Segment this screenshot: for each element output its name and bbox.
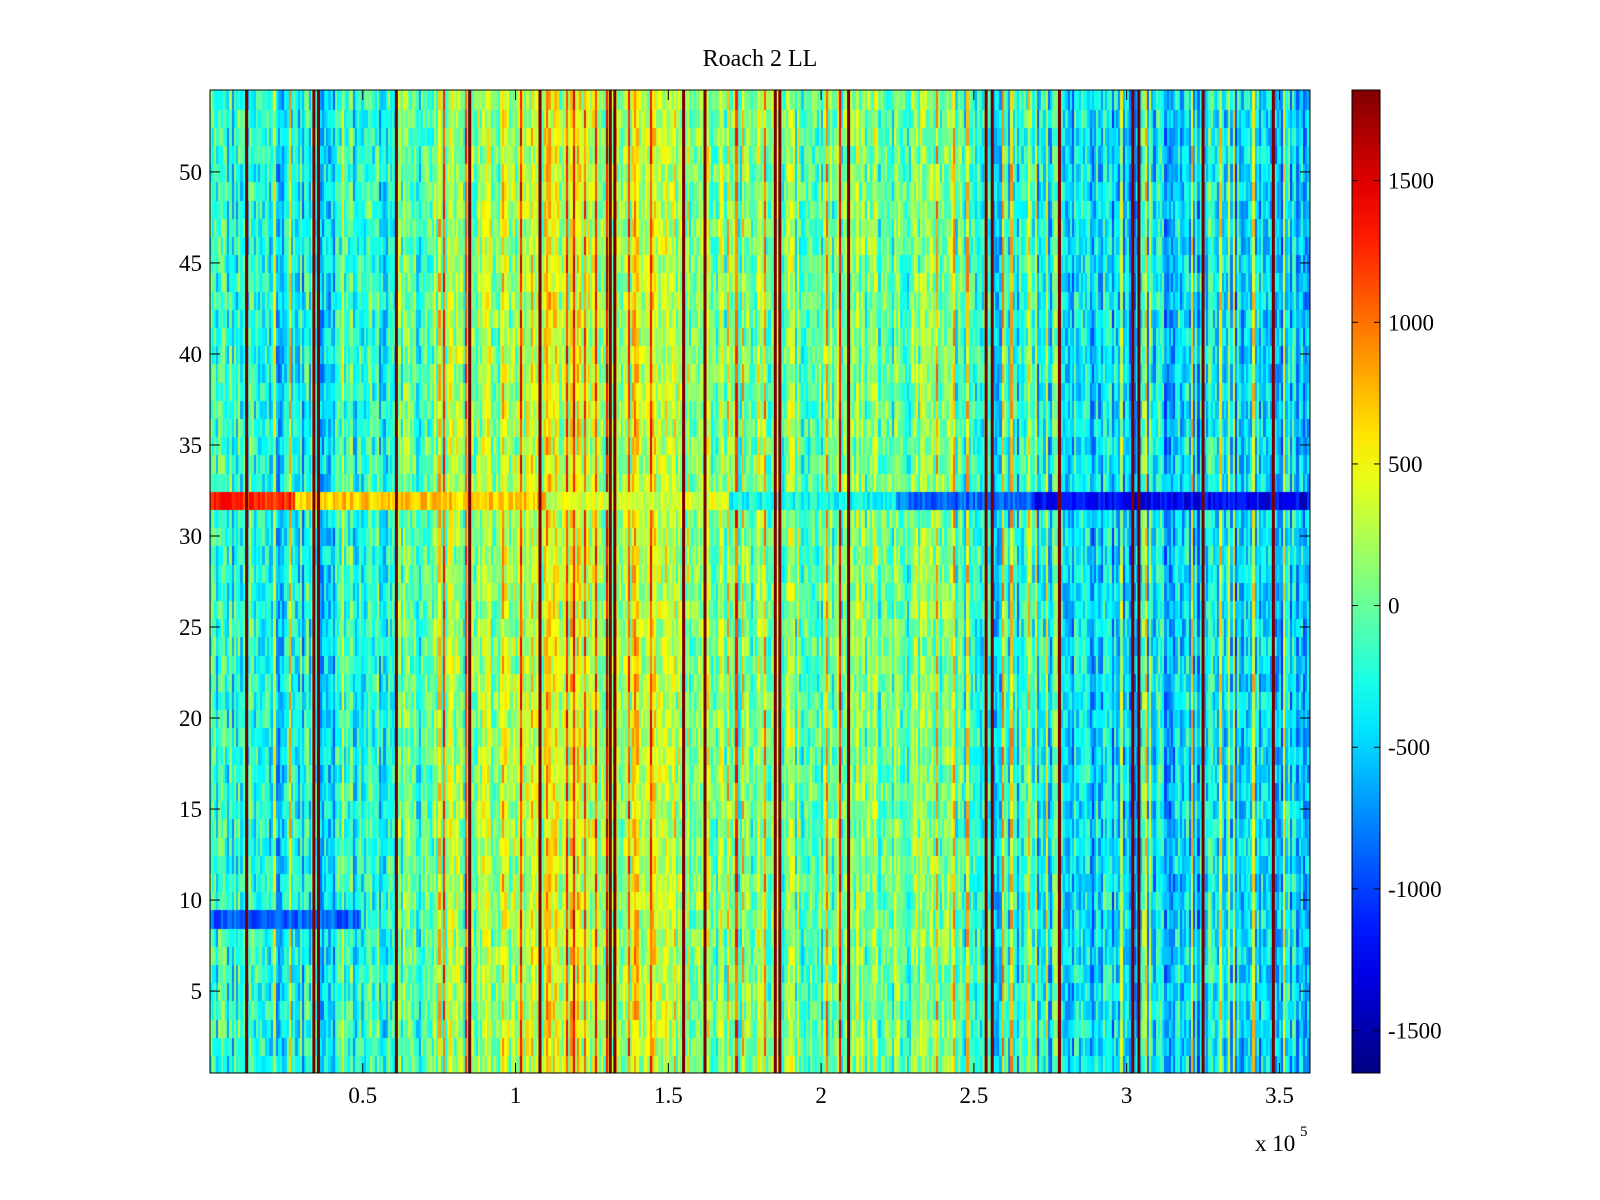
x-axis-exponent: x 10 5 <box>1255 1124 1308 1156</box>
x-tick-label: 1.5 <box>654 1083 683 1108</box>
y-tick-label: 25 <box>179 615 202 640</box>
y-tick-label: 5 <box>191 979 203 1004</box>
colorbar-tick-label: 500 <box>1388 452 1423 477</box>
x-tick-label: 2.5 <box>960 1083 989 1108</box>
colorbar-tick-label: 1500 <box>1388 169 1434 194</box>
x-tick-label: 1 <box>510 1083 522 1108</box>
heatmap-plot-area[interactable] <box>210 90 1310 1073</box>
plot-frame <box>209 89 1311 1074</box>
y-tick-label: 40 <box>179 342 202 367</box>
y-tick-label: 50 <box>179 160 202 185</box>
y-tick-label: 35 <box>179 433 202 458</box>
y-tick-label: 30 <box>179 524 202 549</box>
colorbar-tick-label: 0 <box>1388 594 1400 619</box>
x-tick-label: 3.5 <box>1265 1083 1294 1108</box>
y-tick-label: 10 <box>179 888 202 913</box>
x-tick-label: 3 <box>1121 1083 1133 1108</box>
x-tick-label: 2 <box>815 1083 827 1108</box>
colorbar-tick-label: 1000 <box>1388 310 1434 335</box>
x-tick-label: 0.5 <box>348 1083 377 1108</box>
x-axis-exponent-power: 5 <box>1300 1124 1308 1140</box>
x-axis-exponent-base: x 10 <box>1255 1131 1295 1156</box>
chart-title: Roach 2 LL <box>703 46 818 72</box>
y-tick-label: 15 <box>179 797 202 822</box>
y-tick-label: 20 <box>179 706 202 731</box>
y-tick-label: 45 <box>179 251 202 276</box>
colorbar-gradient <box>1352 90 1380 1073</box>
colorbar-tick-label: -1000 <box>1388 877 1442 902</box>
colorbar: -1500 -1000 -500 0 500 1000 1500 <box>1351 89 1442 1074</box>
colorbar-frame <box>1351 89 1381 1074</box>
colorbar-tick-label: -500 <box>1388 735 1430 760</box>
heatmap-axes: 0.5 1 1.5 2 2.5 3 3.5 5 10 15 20 25 30 35 40 45 50 <box>179 89 1311 1108</box>
colorbar-tick-label: -1500 <box>1388 1019 1442 1044</box>
heatmap-cells <box>210 90 1310 1073</box>
